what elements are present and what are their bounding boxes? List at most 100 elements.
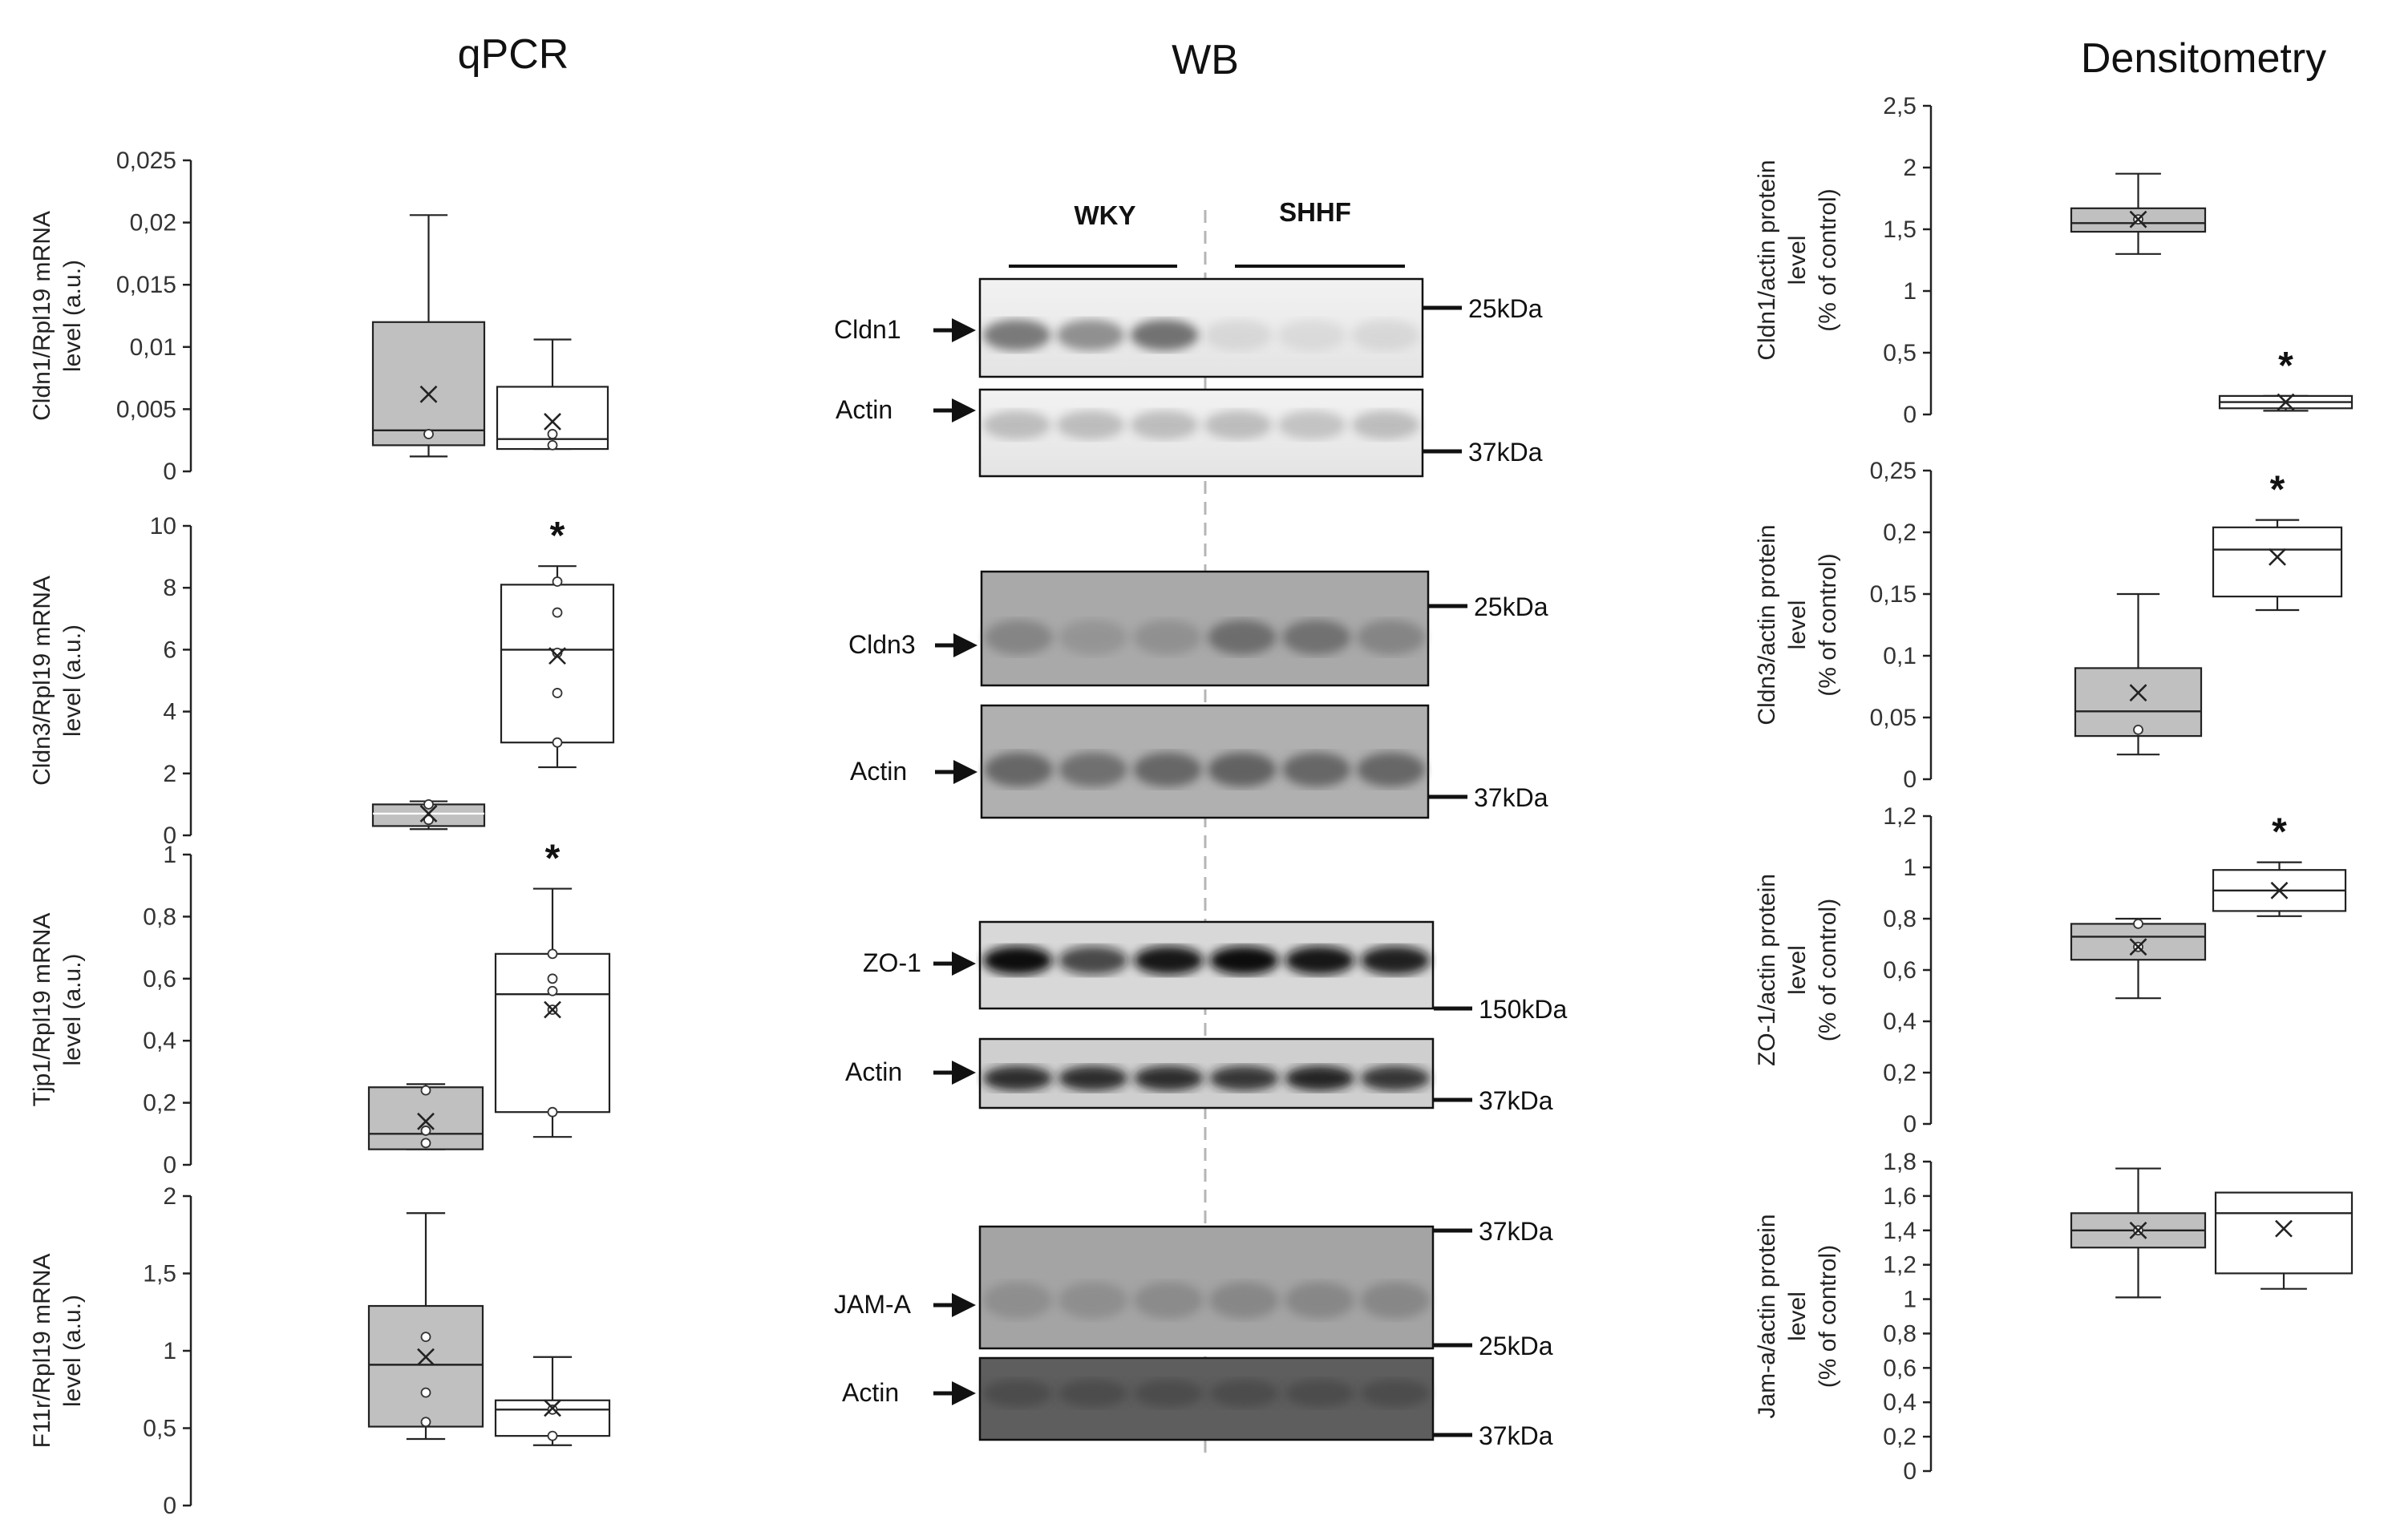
- y-tick-label: 1: [163, 1338, 176, 1364]
- y-tick-label: 1,2: [1883, 803, 1917, 830]
- kda-label: 25kDa: [1474, 592, 1548, 621]
- data-point: [552, 607, 563, 618]
- box-wky: [367, 1212, 484, 1441]
- band: [1356, 620, 1426, 655]
- band: [1134, 1065, 1204, 1091]
- y-tick-label: 2: [163, 1183, 176, 1210]
- data-point: [2133, 725, 2143, 735]
- mean-marker: [2277, 393, 2295, 411]
- y-tick-label: 0,1: [1883, 643, 1917, 669]
- band: [1134, 1282, 1204, 1319]
- mean-marker: [548, 647, 566, 665]
- y-tick-label: 1,5: [143, 1261, 176, 1287]
- mean-x-stroke: [419, 385, 438, 403]
- box-shhf: *: [2212, 811, 2347, 917]
- y-tick-label: 8: [163, 575, 176, 601]
- mean-x-stroke: [548, 647, 566, 665]
- blot-strip: [978, 1356, 1435, 1441]
- y-axis-label-line: level: [1784, 945, 1811, 995]
- qpcr-title: qPCR: [458, 31, 569, 78]
- band: [1285, 1282, 1355, 1319]
- band: [1208, 752, 1277, 787]
- band: [1277, 410, 1346, 439]
- band: [1204, 319, 1273, 351]
- data-point: [420, 1126, 431, 1136]
- kda-label: 37kDa: [1479, 1217, 1553, 1246]
- y-tick-label: 0,01: [130, 334, 176, 361]
- group-label-wky: WKY: [1075, 200, 1136, 230]
- y-axis-label-line: (% of control): [1815, 553, 1841, 696]
- kda-label: 37kDa: [1474, 783, 1548, 812]
- y-axis-label: Cldn3/actin protein level (% of control): [1754, 524, 1841, 725]
- y-axis-label: Jam-a/actin protein level (% of control): [1754, 1214, 1841, 1418]
- box-plot-qpcr-cldn3: 0 2 4 6 8 10 Cldn3/Rpl19 mRNA level (a.u.) *: [29, 513, 615, 849]
- y-axis-label-line: (% of control): [1815, 1245, 1841, 1388]
- mean-x-stroke: [544, 1399, 561, 1417]
- y-axis-label-line: ZO-1/actin protein: [1754, 874, 1780, 1066]
- band: [1285, 1065, 1355, 1091]
- y-axis-label-line: Cldn3/actin protein: [1754, 524, 1780, 725]
- data-point: [547, 440, 558, 451]
- data-point: [420, 1332, 431, 1343]
- data-point: [552, 576, 563, 587]
- kda-marker: 37kDa: [1434, 1421, 1553, 1450]
- kda-label: 37kDa: [1479, 1086, 1553, 1115]
- band: [1285, 1379, 1355, 1408]
- loading-control-label: Actin: [836, 395, 892, 424]
- mean-marker: [544, 1000, 561, 1019]
- y-axis-label: ZO-1/actin protein level (% of control): [1754, 874, 1841, 1066]
- box-wky: [371, 214, 486, 458]
- band: [1360, 1379, 1431, 1408]
- blot-cldn1: Cldn1: [834, 277, 1424, 378]
- band: [1351, 319, 1420, 351]
- band: [1058, 1282, 1128, 1319]
- y-tick-label: 0: [163, 1493, 176, 1519]
- mean-marker: [2129, 684, 2147, 702]
- y-tick-label: 1,2: [1883, 1252, 1917, 1279]
- mean-marker: [419, 385, 438, 403]
- iqr-box: [2074, 667, 2203, 738]
- y-tick-label: 2: [163, 761, 176, 787]
- y-axis-label: Cldn1/actin protein level (% of control): [1754, 160, 1841, 360]
- band: [1209, 1282, 1279, 1319]
- data-point: [547, 948, 558, 960]
- box-shhf: *: [2218, 345, 2354, 412]
- target-protein-label: JAM-A: [834, 1290, 912, 1319]
- y-tick-label: 1: [1903, 855, 1917, 881]
- band: [1058, 752, 1127, 787]
- mean-marker: [2270, 881, 2289, 899]
- blot-jama: JAM-A: [834, 1225, 1435, 1350]
- loading-blot-jama: Actin: [842, 1356, 1435, 1441]
- band: [1282, 620, 1351, 655]
- y-tick-label: 0,5: [1883, 340, 1917, 366]
- y-axis-label: Tjp1/Rpl19 mRNA level (a.u.): [29, 913, 86, 1107]
- mean-x-stroke: [2129, 1221, 2147, 1239]
- y-tick-label: 1: [1903, 1287, 1917, 1313]
- kda-marker: 37kDa: [1434, 1086, 1553, 1115]
- mean-x-stroke: [2129, 684, 2147, 702]
- y-axis-label-line: level: [1784, 600, 1811, 650]
- data-point: [420, 1417, 431, 1428]
- band: [982, 1282, 1053, 1319]
- mean-x-stroke: [2277, 393, 2295, 411]
- y-axis-label-line: level: [1784, 236, 1811, 285]
- mean-marker: [417, 1348, 435, 1366]
- y-tick-label: 2: [1903, 155, 1917, 181]
- box-shhf: *: [500, 515, 615, 769]
- y-tick-label: 0,8: [1883, 1320, 1917, 1347]
- data-point: [2133, 919, 2143, 929]
- y-tick-label: 0,4: [1883, 1008, 1917, 1035]
- band: [1360, 1282, 1431, 1319]
- band: [1360, 1065, 1431, 1091]
- data-point: [547, 1404, 558, 1415]
- band: [982, 1065, 1053, 1091]
- band: [1277, 319, 1346, 351]
- y-tick-label: 0,6: [1883, 957, 1917, 984]
- y-tick-label: 0: [163, 1152, 176, 1178]
- y-axis-label-line: Cldn1/actin protein: [1754, 160, 1780, 360]
- kda-marker: 37kDa: [1434, 1217, 1553, 1246]
- band: [1209, 1379, 1279, 1408]
- significance-asterisk: *: [2278, 345, 2293, 387]
- band: [984, 620, 1054, 655]
- data-point: [420, 1387, 431, 1398]
